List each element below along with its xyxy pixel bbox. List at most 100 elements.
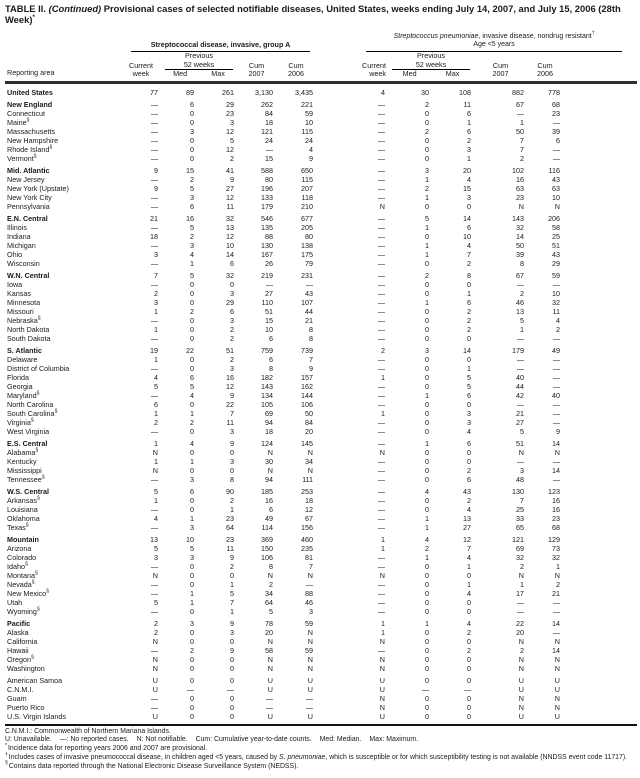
value-cell: 84 bbox=[305, 417, 313, 427]
value-cell: — bbox=[377, 513, 385, 523]
value-cell: U bbox=[554, 684, 560, 694]
value-cell: 0 bbox=[425, 201, 429, 211]
value-cell: 29 bbox=[226, 99, 234, 109]
value-cell: — bbox=[377, 258, 385, 268]
value-cell: 0 bbox=[230, 465, 234, 475]
table-row: Hawaii — 2 9 58 59 — 0 2 2 14 bbox=[5, 646, 637, 655]
value-cell: 12 bbox=[463, 534, 471, 544]
value-cell: 1 bbox=[381, 372, 385, 382]
value-cell: 21 bbox=[305, 315, 313, 325]
value-cell: 12 bbox=[226, 231, 234, 241]
value-cell: 130 bbox=[512, 486, 524, 496]
footnote-section: §Contains data reported through the Nati… bbox=[5, 760, 299, 770]
value-cell: 759 bbox=[261, 345, 273, 355]
table-title: TABLE II. (Continued) Provisional cases … bbox=[5, 3, 637, 26]
value-cell: 179 bbox=[261, 201, 273, 211]
value-cell: 32 bbox=[226, 270, 234, 280]
value-cell: 0 bbox=[425, 597, 429, 607]
table-row: Pacific 2 3 9 78 59 1 1 4 22 14 bbox=[5, 619, 637, 628]
value-cell: 3 bbox=[190, 192, 194, 202]
value-cell: 0 bbox=[425, 306, 429, 316]
table-row: Tennessee§ — 3 8 94 111 — 0 6 48 — bbox=[5, 475, 637, 484]
table-row: New Hampshire — 0 5 24 24 — 0 2 7 6 bbox=[5, 136, 637, 145]
value-cell: 65 bbox=[516, 522, 524, 532]
reporting-area-cell: South Dakota bbox=[7, 333, 51, 343]
value-cell: 43 bbox=[552, 174, 560, 184]
value-cell: — bbox=[150, 315, 158, 325]
table-row: Illinois — 5 13 135 205 — 1 6 32 58 bbox=[5, 223, 637, 232]
reporting-area-cell: Iowa bbox=[7, 279, 23, 289]
value-cell: 40 bbox=[552, 390, 560, 400]
value-cell: 29 bbox=[552, 258, 560, 268]
value-cell: 4 bbox=[467, 504, 471, 514]
value-cell: 114 bbox=[261, 522, 273, 532]
value-cell: 2 bbox=[230, 324, 234, 334]
value-cell: 778 bbox=[548, 87, 560, 97]
value-cell: 0 bbox=[425, 381, 429, 391]
value-cell: 94 bbox=[265, 417, 273, 427]
reporting-area-cell: Puerto Rico bbox=[7, 702, 45, 712]
value-cell: N bbox=[554, 570, 560, 580]
value-cell: 2 bbox=[154, 417, 158, 427]
value-cell: 143 bbox=[261, 381, 273, 391]
value-cell: — bbox=[150, 126, 158, 136]
table-row: New York (Upstate) 9 5 27 196 207 — 2 15 63 63 bbox=[5, 184, 637, 193]
value-cell: 175 bbox=[301, 249, 313, 259]
value-cell: — bbox=[305, 579, 313, 589]
value-cell: 9 bbox=[154, 165, 158, 175]
value-cell: 27 bbox=[226, 183, 234, 193]
value-cell: 94 bbox=[265, 474, 273, 484]
value-cell: N bbox=[379, 693, 385, 703]
table-row: Indiana 18 2 12 88 80 — 0 10 14 25 bbox=[5, 232, 637, 241]
table-row: Missouri 1 2 6 51 44—0 2 13 11 bbox=[5, 307, 637, 316]
value-cell: N bbox=[518, 201, 524, 211]
value-cell: 2 bbox=[467, 465, 471, 475]
value-cell: — bbox=[150, 588, 158, 598]
value-cell: 0 bbox=[190, 108, 194, 118]
reporting-area-cell: Florida bbox=[7, 372, 29, 382]
reporting-area-cell: Oregon§ bbox=[7, 654, 34, 664]
value-cell: 3 bbox=[467, 144, 471, 154]
value-cell: 7 bbox=[520, 495, 524, 505]
value-cell: — bbox=[552, 417, 560, 427]
value-cell: — bbox=[377, 579, 385, 589]
value-cell: 20 bbox=[516, 627, 524, 637]
value-cell: — bbox=[150, 99, 158, 109]
reporting-area-cell: New Jersey bbox=[7, 174, 45, 184]
value-cell: 6 bbox=[269, 333, 273, 343]
col-cum-2007-a: Cum 2007 bbox=[248, 60, 265, 79]
value-cell: 50 bbox=[516, 240, 524, 250]
value-cell: 129 bbox=[548, 534, 560, 544]
value-cell: 196 bbox=[261, 183, 273, 193]
table-body: United States 77 89 261 3,130 3,435 4 30 108 882 7… bbox=[5, 84, 637, 721]
reporting-area-cell: Illinois bbox=[7, 222, 27, 232]
value-cell: 16 bbox=[552, 504, 560, 514]
value-cell: — bbox=[463, 684, 471, 694]
value-cell: 59 bbox=[305, 618, 313, 628]
value-cell: 6 bbox=[154, 399, 158, 409]
value-cell: 0 bbox=[467, 663, 471, 673]
value-cell: 2 bbox=[556, 324, 560, 334]
value-cell: 14 bbox=[552, 465, 560, 475]
value-cell: U bbox=[152, 711, 158, 721]
value-cell: — bbox=[186, 684, 194, 694]
value-cell: 3 bbox=[230, 315, 234, 325]
reporting-area-cell: Nebraska§ bbox=[7, 315, 41, 325]
value-cell: — bbox=[150, 693, 158, 703]
value-cell: — bbox=[377, 381, 385, 391]
value-cell: 51 bbox=[516, 438, 524, 448]
value-cell: 2 bbox=[467, 258, 471, 268]
reporting-area-cell: Louisiana bbox=[7, 504, 38, 514]
value-cell: 1 bbox=[190, 513, 194, 523]
value-cell: 0 bbox=[190, 663, 194, 673]
legend-item: —: No reported cases. bbox=[59, 736, 129, 744]
table-row: Delaware 1 0 2 6 7 — 0 0 — — bbox=[5, 355, 637, 364]
value-cell: — bbox=[516, 279, 524, 289]
value-cell: 5 bbox=[520, 426, 524, 436]
value-cell: 115 bbox=[301, 126, 313, 136]
value-cell: 0 bbox=[425, 702, 429, 712]
value-cell: 182 bbox=[261, 372, 273, 382]
value-cell: 124 bbox=[261, 438, 273, 448]
value-cell: 1 bbox=[425, 522, 429, 532]
value-cell: 1 bbox=[556, 561, 560, 571]
